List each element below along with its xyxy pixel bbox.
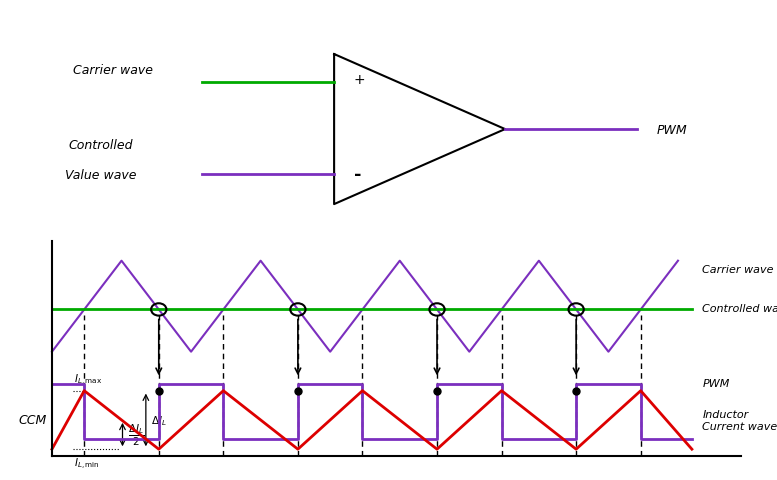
Text: Carrier wave: Carrier wave: [73, 63, 152, 76]
Text: +: +: [354, 73, 365, 87]
Text: Controlled wave: Controlled wave: [702, 303, 777, 313]
Text: PWM: PWM: [702, 378, 730, 388]
Text: CCM: CCM: [19, 414, 47, 427]
Text: Controlled: Controlled: [68, 138, 134, 151]
Text: Carrier wave: Carrier wave: [702, 264, 774, 274]
Text: $I_{L,\max}$: $I_{L,\max}$: [75, 372, 103, 388]
Text: $I_{L,\min}$: $I_{L,\min}$: [75, 456, 100, 471]
Text: $\dfrac{\Delta I_L}{2}$: $\dfrac{\Delta I_L}{2}$: [128, 422, 145, 447]
Text: $\Delta I_L$: $\Delta I_L$: [152, 413, 167, 427]
Text: PWM: PWM: [657, 123, 687, 136]
Text: Value wave: Value wave: [65, 168, 137, 181]
Text: -: -: [354, 166, 361, 184]
Text: Inductor
Current wave: Inductor Current wave: [702, 409, 777, 431]
